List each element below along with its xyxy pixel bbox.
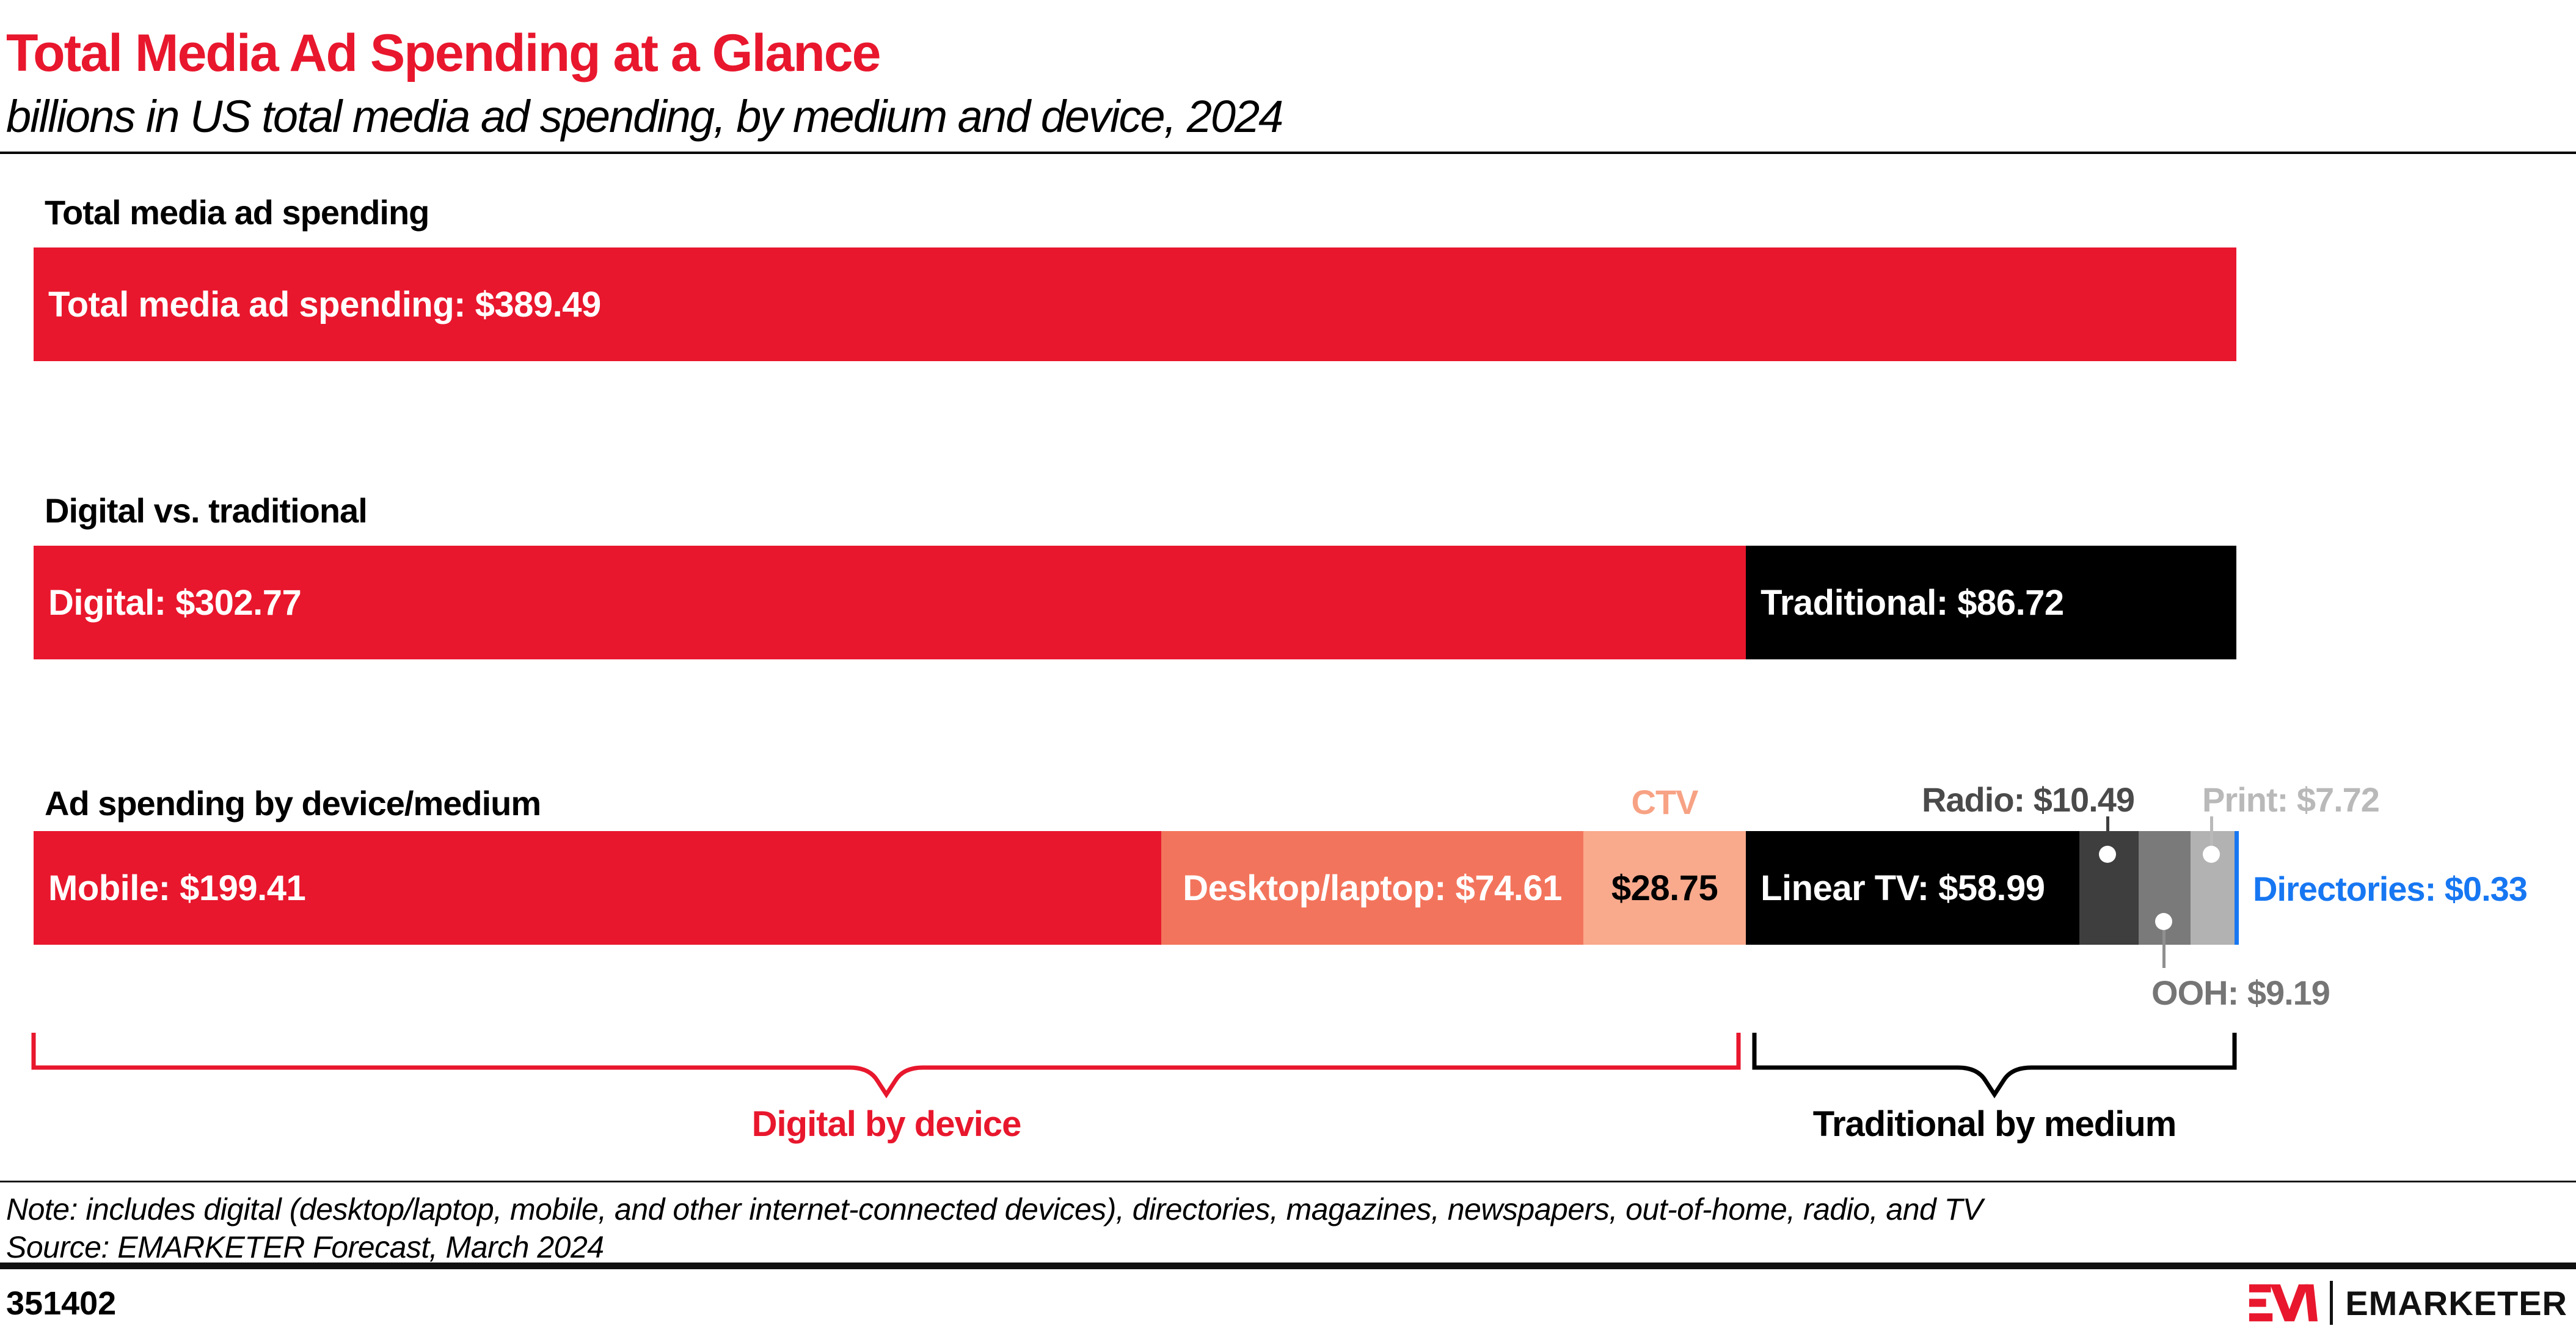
section-label-digital-vs-traditional: Digital vs. traditional	[45, 491, 368, 530]
digital-brace	[31, 1033, 1741, 1099]
brand-name: EMARKETER	[2345, 1283, 2567, 1322]
bar-row-digital-vs-traditional: Digital: $302.77 Traditional: $86.72	[34, 546, 2236, 659]
bar-segment-linear-tv: Linear TV: $58.99	[1746, 831, 2080, 945]
directories-segment-label: Directories: $0.33	[2253, 870, 2528, 908]
bar-segment-total: Total media ad spending: $389.49	[34, 247, 2236, 361]
footer-divider	[0, 1263, 2576, 1269]
bar-segment-value-label: Digital: $302.77	[48, 582, 302, 623]
emarketer-logo-mark-icon	[2249, 1284, 2318, 1322]
bar-segment-value-label: Desktop/laptop: $74.61	[1183, 868, 1562, 908]
bar-segment-directories	[2234, 831, 2239, 945]
ooh-leader-line	[2162, 926, 2166, 968]
bar-segment-traditional: Traditional: $86.72	[1746, 546, 2236, 659]
bar-segment-desktop-laptop: Desktop/laptop: $74.61	[1161, 831, 1583, 945]
traditional-brace	[1752, 1033, 2237, 1099]
bar-segment-value-label: Mobile: $199.41	[48, 868, 306, 908]
bar-row-total: Total media ad spending: $389.49	[34, 247, 2236, 361]
ctv-segment-label: CTV	[1631, 783, 1699, 821]
section-label-device-medium: Ad spending by device/medium	[45, 784, 541, 823]
header-divider	[0, 152, 2576, 154]
print-segment-label: Print: $7.72	[2202, 780, 2380, 819]
source-text: Source: EMARKETER Forecast, March 2024	[6, 1230, 604, 1264]
bar-segment-digital: Digital: $302.77	[34, 546, 1746, 659]
bar-row-device-medium: Mobile: $199.41 Desktop/laptop: $74.61 $28…	[34, 831, 2239, 945]
traditional-brace-label: Traditional by medium	[1812, 1104, 2177, 1144]
bar-segment-value-label: Traditional: $86.72	[1761, 582, 2064, 623]
ooh-segment-label: OOH: $9.19	[2151, 973, 2330, 1012]
radio-segment-label: Radio: $10.49	[1921, 780, 2135, 819]
note-text: Note: includes digital (desktop/laptop, …	[6, 1192, 1983, 1226]
chart-id: 351402	[6, 1285, 117, 1322]
bar-segment-mobile: Mobile: $199.41	[34, 831, 1162, 945]
print-leader-line	[2210, 816, 2213, 856]
bar-segment-value-label: Total media ad spending: $389.49	[48, 284, 601, 324]
emarketer-logo: EMARKETER	[2249, 1278, 2567, 1327]
section-label-total: Total media ad spending	[45, 193, 429, 232]
page-title: Total Media Ad Spending at a Glance	[6, 24, 881, 82]
logo-divider	[2330, 1281, 2333, 1325]
print-leader-dot	[2203, 846, 2220, 863]
digital-brace-label: Digital by device	[751, 1104, 1022, 1144]
note-divider	[0, 1181, 2576, 1182]
ooh-leader-dot	[2155, 913, 2172, 930]
radio-leader-line	[2106, 816, 2109, 856]
page-subtitle: billions in US total media ad spending, …	[6, 91, 1283, 142]
radio-leader-dot	[2099, 846, 2116, 863]
bar-segment-ctv: $28.75	[1583, 831, 1746, 945]
bar-segment-value-label: $28.75	[1611, 868, 1718, 908]
bar-segment-value-label: Linear TV: $58.99	[1761, 868, 2045, 908]
